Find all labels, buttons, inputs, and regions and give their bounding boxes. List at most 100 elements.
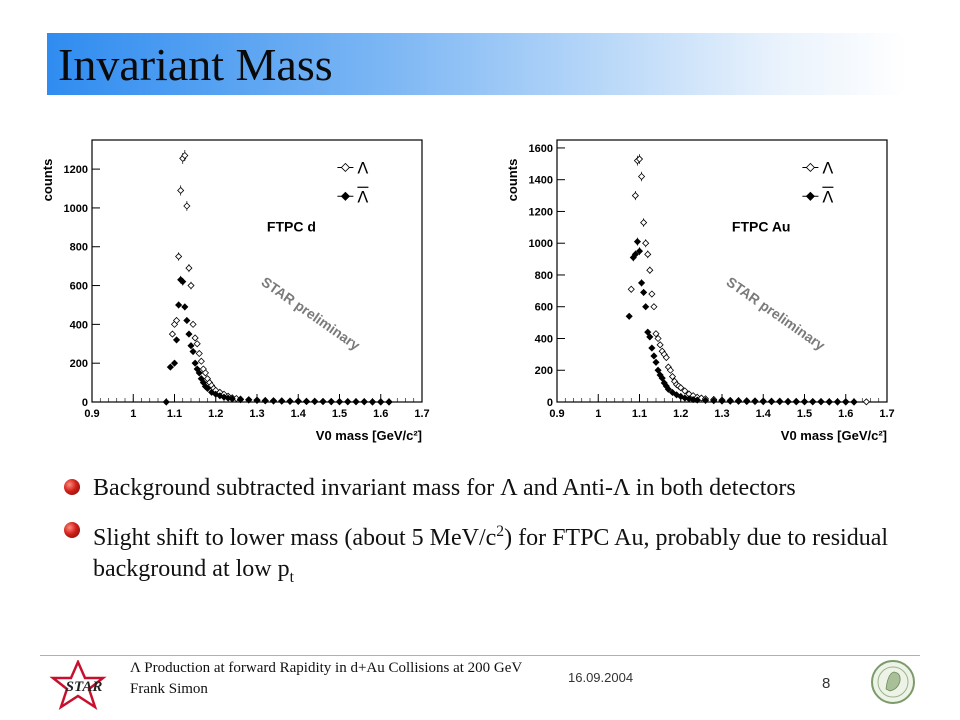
legend-label: Λ xyxy=(357,187,368,206)
data-point-lambda xyxy=(177,186,185,195)
y-tick-label: 800 xyxy=(70,242,88,254)
data-point-antilambda xyxy=(817,398,825,406)
data-point-antilambda xyxy=(726,397,734,405)
bullet-marker-icon xyxy=(64,479,80,495)
data-point-antilambda xyxy=(751,397,759,406)
data-point-antilambda xyxy=(360,398,368,406)
data-point-antilambda xyxy=(833,398,842,406)
data-point-antilambda xyxy=(642,303,650,311)
x-tick-label: 1.1 xyxy=(167,408,182,420)
data-point-antilambda xyxy=(850,398,858,406)
star-logo-icon: STAR xyxy=(49,660,107,710)
data-point-antilambda xyxy=(654,366,662,374)
data-point-antilambda xyxy=(776,398,784,406)
y-tick-label: 200 xyxy=(70,358,88,370)
bullet-text-part: in both detectors xyxy=(629,475,796,501)
data-point-lambda xyxy=(652,330,660,338)
x-tick-label: 1.7 xyxy=(879,408,894,420)
watermark-text: STAR preliminary xyxy=(724,273,829,353)
legend-marker-filled xyxy=(805,191,815,201)
data-point-antilambda xyxy=(644,328,652,336)
data-point-antilambda xyxy=(311,398,319,406)
x-axis-label: V0 mass [GeV/c²] xyxy=(316,428,422,443)
y-tick-label: 1200 xyxy=(64,164,88,176)
data-point-antilambda xyxy=(640,288,648,297)
x-tick-label: 1.3 xyxy=(249,408,264,420)
y-tick-label: 600 xyxy=(70,281,88,293)
data-point-antilambda xyxy=(718,397,726,405)
y-tick-label: 0 xyxy=(547,397,553,409)
data-point-lambda xyxy=(646,266,654,274)
detector-label: FTPC Au xyxy=(732,219,791,235)
data-point-lambda xyxy=(862,398,870,406)
data-point-antilambda xyxy=(743,397,751,406)
data-point-antilambda xyxy=(261,397,269,405)
bullet-marker-icon xyxy=(64,522,80,538)
data-point-antilambda xyxy=(335,398,344,406)
data-point-lambda xyxy=(637,172,646,181)
bullet-item: Background subtracted invariant mass for… xyxy=(60,473,920,504)
data-point-lambda xyxy=(195,349,203,358)
y-tick-label: 1200 xyxy=(529,206,553,218)
data-point-lambda xyxy=(662,353,670,362)
data-point-antilambda xyxy=(253,396,261,405)
data-point-lambda xyxy=(197,357,205,365)
data-point-antilambda xyxy=(792,398,800,406)
footer-divider xyxy=(40,655,920,656)
x-tick-label: 1.6 xyxy=(838,408,853,420)
data-point-antilambda xyxy=(693,396,701,404)
data-point-antilambda xyxy=(191,359,199,367)
title-bar xyxy=(47,33,907,95)
y-axis-label: counts xyxy=(40,159,55,202)
data-point-antilambda xyxy=(842,398,850,406)
x-tick-label: 1.5 xyxy=(797,408,812,420)
y-axis-label: counts xyxy=(505,159,520,202)
detector-label: FTPC d xyxy=(267,219,316,235)
data-point-lambda xyxy=(635,155,644,163)
institute-seal-icon xyxy=(871,660,915,704)
data-point-lambda xyxy=(644,250,652,258)
page-number: 8 xyxy=(822,675,831,692)
data-point-lambda xyxy=(640,219,648,227)
y-tick-label: 600 xyxy=(535,302,553,314)
data-point-lambda xyxy=(656,341,664,349)
lambda-symbol: Λ xyxy=(130,660,141,676)
star-logo-text: STAR xyxy=(66,679,103,695)
legend-label: Λ xyxy=(822,158,833,177)
plot-ftpc-d-svg: 0.9 1 1.1 1.2 1.3 1.4 1.5 1.6 1.7 0 200 400 600 800 10… xyxy=(40,139,430,443)
data-point-antilambda xyxy=(269,397,278,405)
bullet-text-part: ) for FTPC Au, probably due to residual … xyxy=(93,525,889,582)
data-point-lambda xyxy=(654,334,662,343)
slide-title: Invariant Mass xyxy=(58,39,333,90)
footer-date: 16.09.2004 xyxy=(568,670,634,685)
bullet-item: Slight shift to lower mass (about 5 MeV/… xyxy=(60,516,920,593)
data-point-antilambda xyxy=(228,395,236,403)
legend-marker-open xyxy=(340,162,350,173)
data-point-antilambda xyxy=(166,363,174,371)
x-tick-label: 1.2 xyxy=(673,408,688,420)
data-point-antilambda xyxy=(368,398,377,406)
data-point-antilambda xyxy=(286,397,294,405)
data-point-antilambda xyxy=(203,384,212,392)
data-point-lambda xyxy=(631,192,639,200)
data-point-antilambda xyxy=(784,398,792,406)
y-tick-label: 200 xyxy=(535,365,553,377)
data-point-antilambda xyxy=(800,398,809,406)
data-point-antilambda xyxy=(172,336,181,344)
data-point-antilambda xyxy=(646,333,654,341)
data-point-lambda xyxy=(185,264,193,272)
data-point-antilambda xyxy=(633,238,642,246)
data-point-lambda xyxy=(189,320,197,328)
lambda-symbol: Λ xyxy=(500,475,517,501)
data-point-antilambda xyxy=(352,398,360,406)
data-point-lambda xyxy=(168,330,177,338)
data-point-antilambda xyxy=(631,250,639,258)
y-tick-label: 800 xyxy=(535,270,553,282)
data-point-antilambda xyxy=(319,398,327,406)
data-point-antilambda xyxy=(650,352,658,360)
footer-title-text: Production at forward Rapidity in d+Au C… xyxy=(144,660,523,676)
bullet-text-part: Slight shift to lower mass (about 5 MeV/… xyxy=(93,525,497,551)
data-point-antilambda xyxy=(181,303,189,311)
data-point-antilambda xyxy=(825,398,833,406)
data-point-antilambda xyxy=(635,247,644,255)
